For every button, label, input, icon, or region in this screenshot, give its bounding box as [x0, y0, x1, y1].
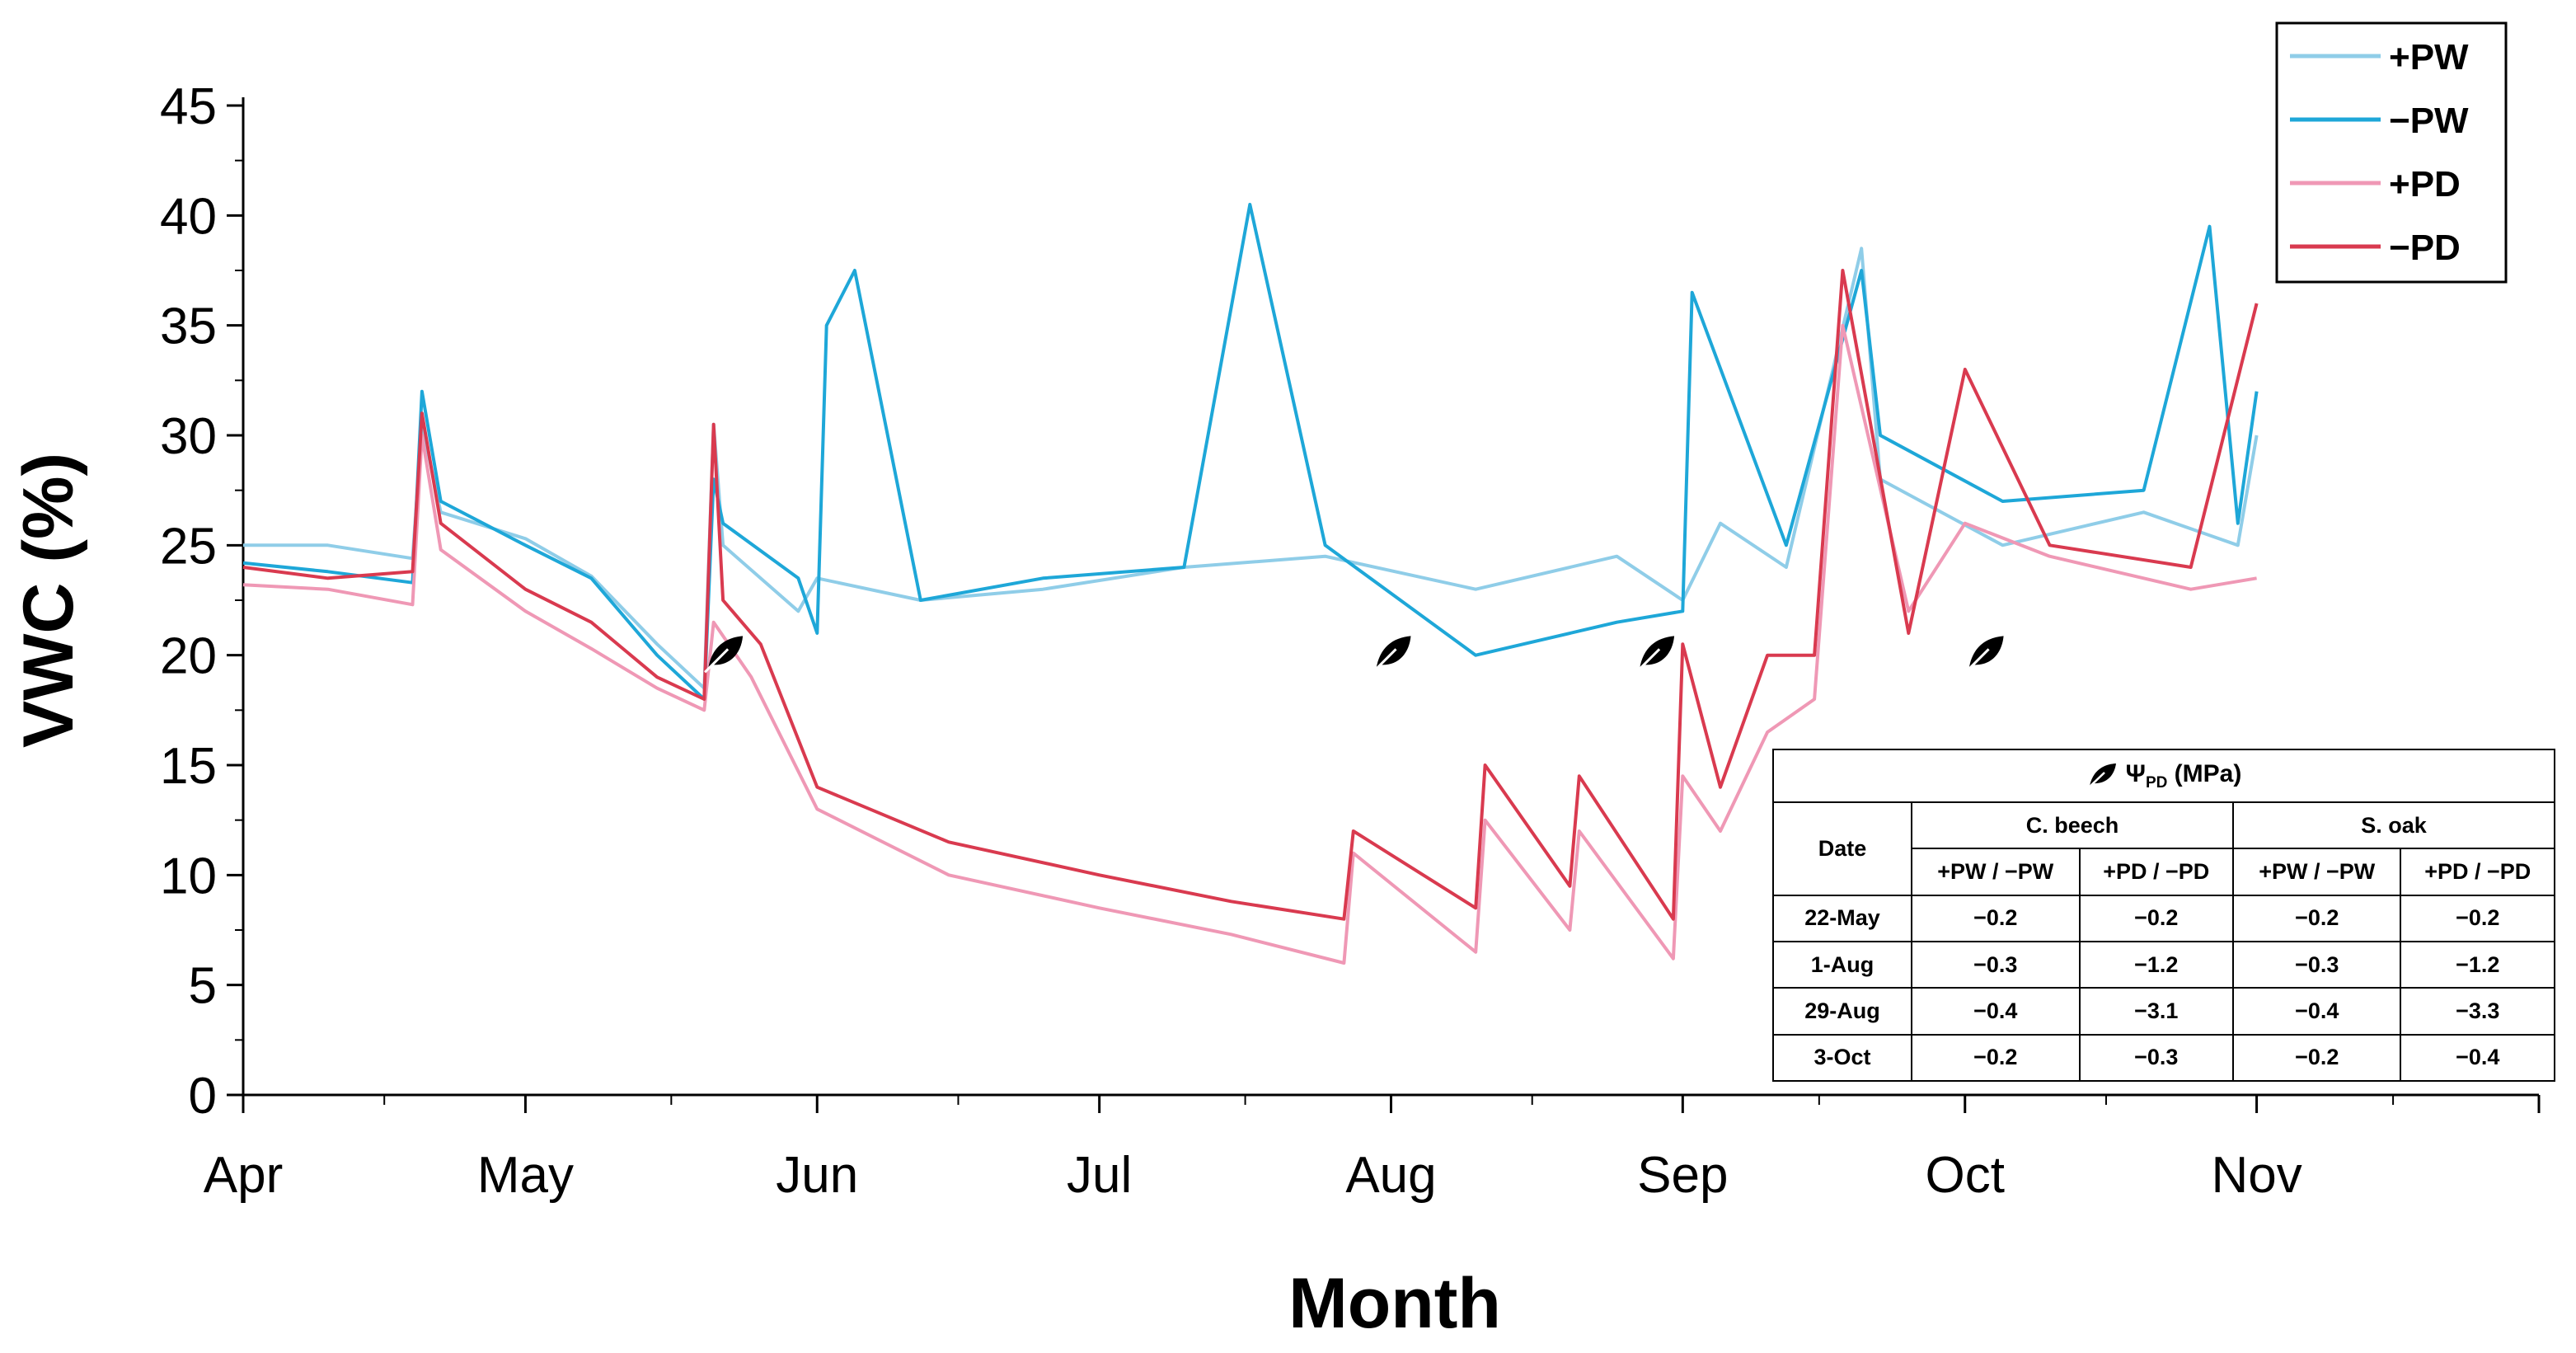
row-date: 22-May: [1772, 894, 1912, 942]
column-header: +PD / −PD: [2400, 848, 2555, 896]
species-header-s-oak: S. oak: [2231, 801, 2556, 850]
x-tick-label: Sep: [1637, 1147, 1728, 1204]
x-tick-label: Jun: [776, 1147, 858, 1204]
legend-label: −PD: [2389, 228, 2461, 268]
y-axis-title: VWC (%): [9, 453, 88, 748]
table-row: 3-Oct −0.2 −0.3 −0.2 −0.4: [1772, 1033, 2555, 1083]
leaf-icon: [2086, 763, 2116, 789]
legend: +PW −PW +PD −PD: [2275, 21, 2508, 284]
date-header: Date: [1772, 801, 1912, 896]
table-cell: −1.2: [2078, 940, 2234, 989]
column-header: +PD / −PD: [2078, 848, 2234, 896]
table-cell: −0.3: [2078, 1033, 2234, 1083]
table-cell: −0.2: [2231, 894, 2402, 942]
y-tick-label: 0: [189, 1068, 217, 1125]
leaf-markers: [704, 636, 2004, 674]
y-tick-label: 30: [160, 408, 217, 465]
axes: 0 5 10 15 20 25 30 35 40 45 Apr May Jun Jul Aug Sep Oct N…: [160, 78, 2541, 1204]
column-header: +PW / −PW: [2231, 848, 2402, 896]
legend-label: +PW: [2389, 37, 2469, 78]
table-cell: −0.4: [1911, 987, 2081, 1036]
x-tick-label: Nov: [2211, 1147, 2302, 1204]
table-cell: −0.4: [2400, 1033, 2555, 1083]
table-cell: −0.2: [2231, 1033, 2402, 1083]
table-cell: −0.3: [2231, 940, 2402, 989]
legend-box: [2275, 21, 2508, 284]
series-layer: [242, 203, 2259, 965]
legend-label: −PW: [2389, 101, 2469, 141]
row-date: 1-Aug: [1772, 940, 1912, 989]
legend-label: +PD: [2389, 164, 2461, 204]
table-title-unit: (MPa): [2167, 759, 2242, 787]
table-title-psi: Ψ: [2125, 759, 2146, 787]
series-line-1: [242, 203, 2259, 701]
y-tick-label: 35: [160, 298, 217, 355]
table-cell: −0.2: [2078, 894, 2234, 942]
series-line-3: [242, 269, 2259, 921]
leaf-icon: [1635, 636, 1675, 674]
row-date: 3-Oct: [1772, 1033, 1912, 1083]
y-tick-label: 5: [189, 958, 217, 1015]
table-row: 29-Aug −0.4 −3.1 −0.4 −3.3: [1772, 987, 2555, 1036]
x-tick-label: May: [477, 1147, 574, 1204]
table-cell: −3.1: [2078, 987, 2234, 1036]
table-cell: −0.2: [1911, 1033, 2081, 1083]
table-cell: −0.3: [1911, 940, 2081, 989]
leaf-icon: [1964, 636, 2004, 674]
table-row: 22-May −0.2 −0.2 −0.2 −0.2: [1772, 894, 2555, 942]
y-tick-label: 25: [160, 518, 217, 575]
series-line-2: [242, 323, 2257, 965]
species-header-c-beech: C. beech: [1911, 801, 2234, 850]
x-tick-label: Aug: [1345, 1147, 1436, 1204]
y-tick-label: 40: [160, 188, 217, 245]
y-tick-label: 10: [160, 848, 217, 904]
leaf-icon: [1372, 636, 1411, 674]
x-tick-label: Jul: [1067, 1147, 1132, 1204]
table-cell: −0.4: [2231, 987, 2402, 1036]
table-cell: −1.2: [2400, 940, 2555, 989]
leaf-icon: [704, 636, 744, 674]
leaf-water-potential-table: ΨPD (MPa) Date C. beech S. oak +PW / −PW…: [1772, 749, 2556, 1083]
column-header: +PW / −PW: [1911, 848, 2081, 896]
table-cell: −0.2: [2400, 894, 2555, 942]
x-tick-label: Oct: [1926, 1147, 2005, 1204]
row-date: 29-Aug: [1772, 987, 1912, 1036]
table-row: 1-Aug −0.3 −1.2 −0.3 −1.2: [1772, 940, 2555, 989]
table-title-subscript: PD: [2145, 773, 2168, 792]
y-tick-label: 20: [160, 628, 217, 685]
x-axis-title: Month: [1288, 1264, 1501, 1343]
y-tick-label: 15: [160, 738, 217, 795]
table-title-cell: ΨPD (MPa): [1772, 749, 2555, 803]
x-tick-label: Apr: [204, 1147, 283, 1204]
table-cell: −3.3: [2400, 987, 2555, 1036]
y-tick-label: 45: [160, 78, 217, 135]
table-cell: −0.2: [1911, 894, 2081, 942]
